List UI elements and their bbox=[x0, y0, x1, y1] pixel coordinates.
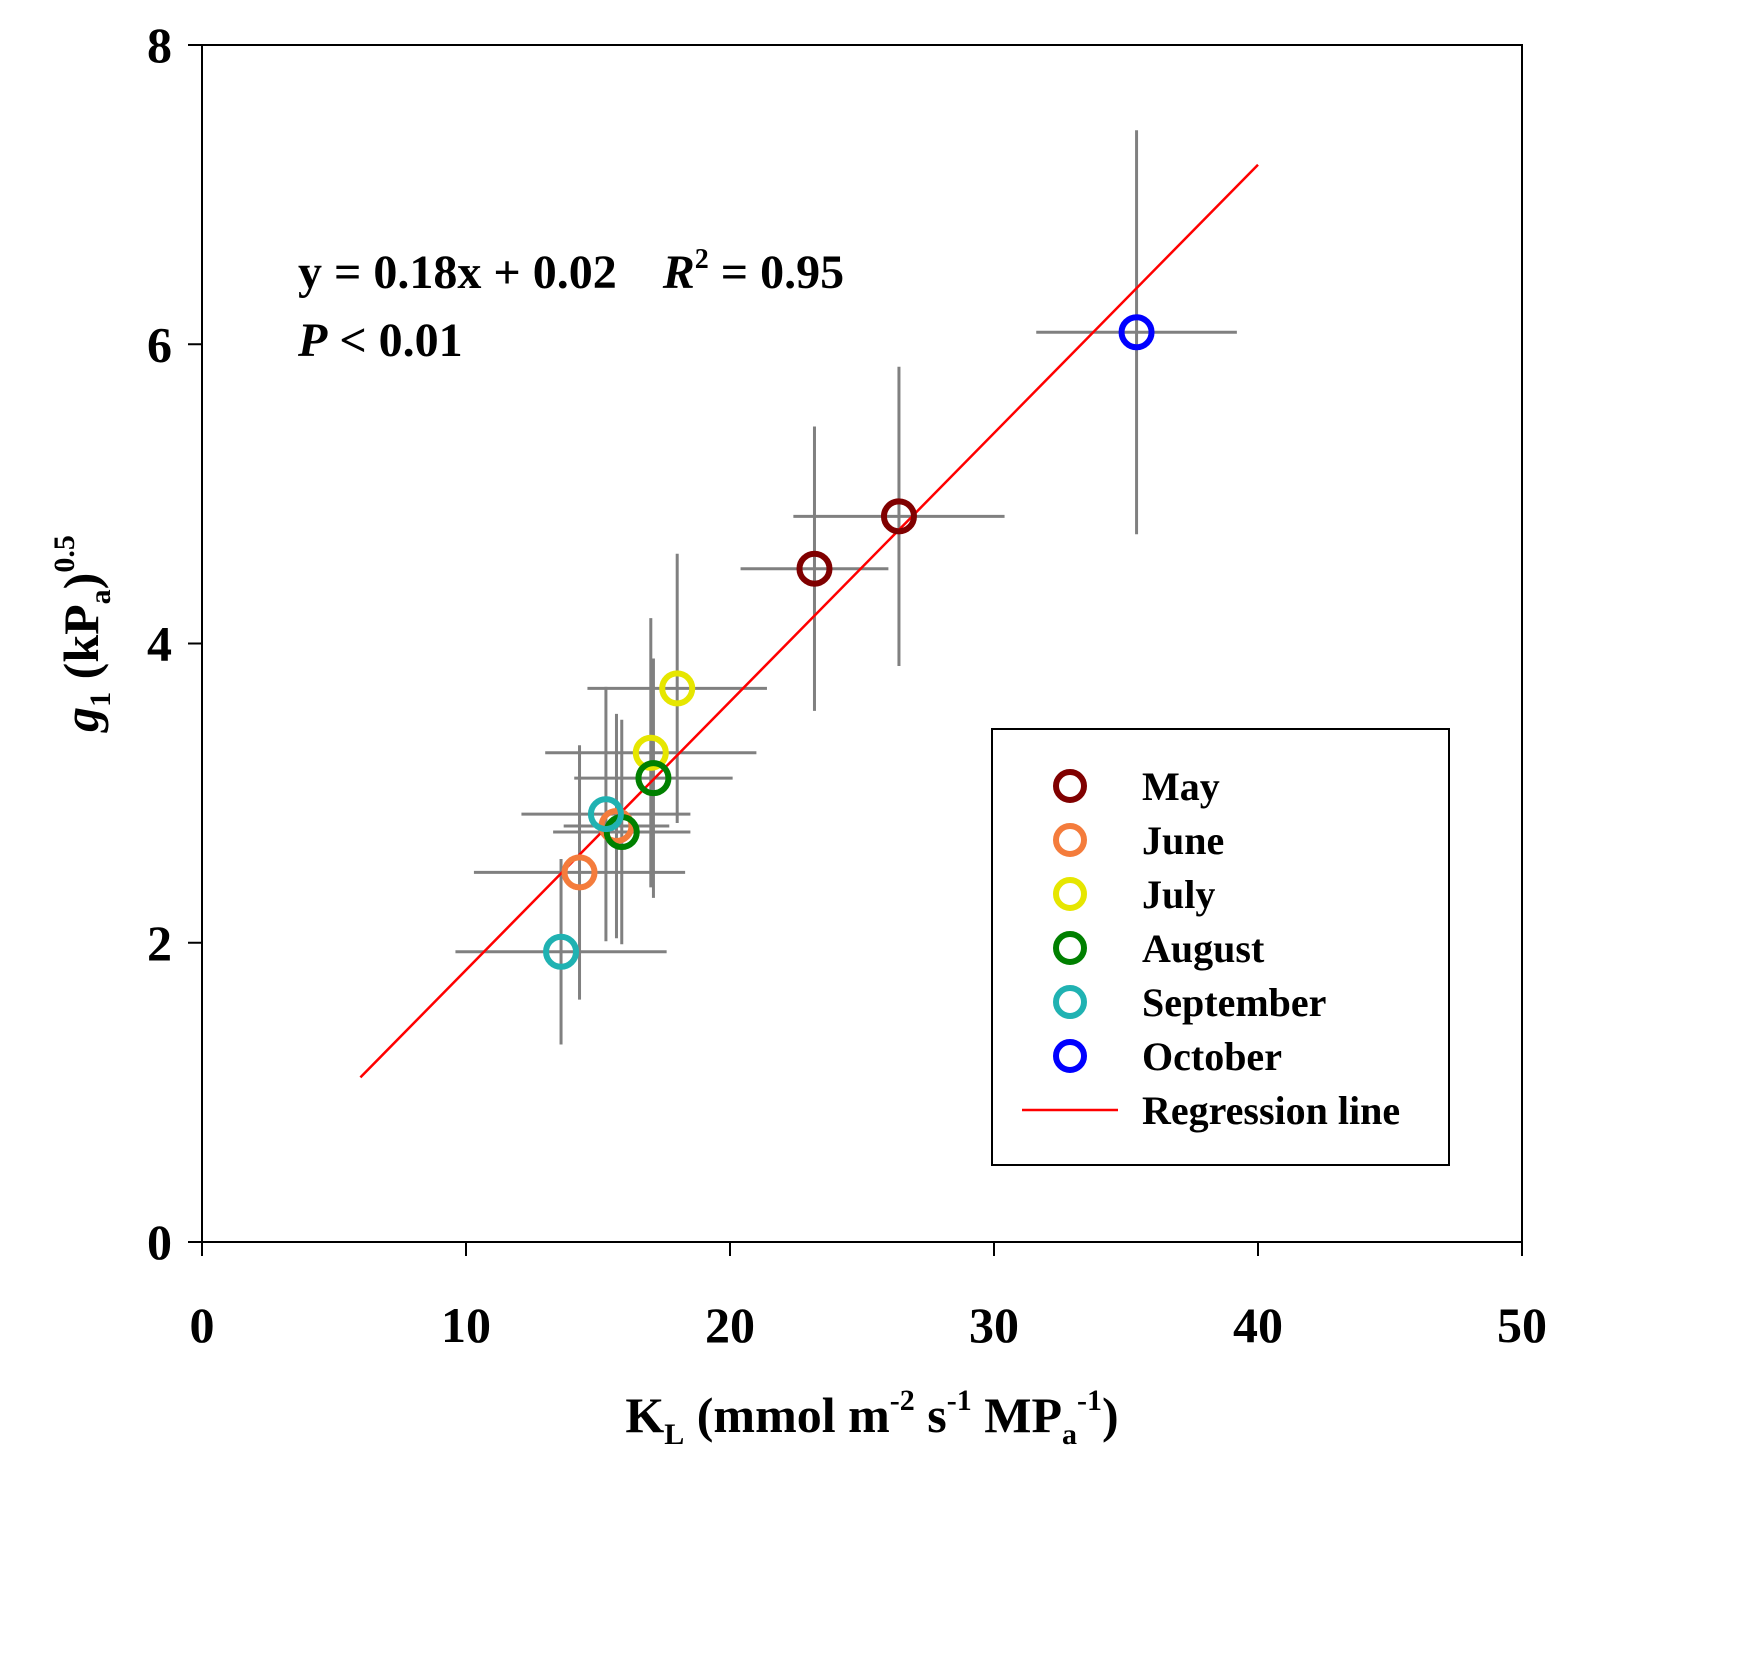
y-tick-label: 4 bbox=[147, 616, 172, 672]
regression-equation: y = 0.18x + 0.02 R2 = 0.95 bbox=[298, 244, 844, 299]
data-point bbox=[632, 734, 669, 771]
x-axis-label: KL (mmol m-2 s-1 MPa-1) bbox=[625, 1384, 1118, 1451]
legend-label: June bbox=[1142, 818, 1224, 863]
legend-marker bbox=[1053, 985, 1087, 1019]
data-point bbox=[561, 854, 598, 891]
y-tick-label: 0 bbox=[147, 1214, 172, 1270]
axes: 0 10 20 30 40 50 0 2 4 6 8 bbox=[147, 17, 1547, 1353]
x-tick-label: 40 bbox=[1233, 1297, 1283, 1353]
legend-label: July bbox=[1142, 872, 1215, 917]
data-point bbox=[880, 498, 917, 535]
legend-marker bbox=[1053, 931, 1087, 965]
y-tick-label: 2 bbox=[147, 915, 172, 971]
y-tick-label: 8 bbox=[147, 17, 172, 73]
legend-label: September bbox=[1142, 980, 1326, 1025]
legend-marker bbox=[1053, 877, 1087, 911]
legend-label: May bbox=[1142, 764, 1220, 809]
data-points bbox=[543, 314, 1155, 970]
legend-marker bbox=[1053, 769, 1087, 803]
x-tick-label: 10 bbox=[441, 1297, 491, 1353]
x-tick-label: 30 bbox=[969, 1297, 1019, 1353]
data-point bbox=[659, 670, 696, 707]
y-axis-label: g1 (kPa)0.5 bbox=[48, 535, 117, 733]
legend-marker bbox=[1053, 1039, 1087, 1073]
x-tick-label: 50 bbox=[1497, 1297, 1547, 1353]
p-value: P < 0.01 bbox=[297, 314, 463, 367]
legend-label: August bbox=[1142, 926, 1265, 971]
y-tick-label: 6 bbox=[147, 316, 172, 372]
data-point bbox=[796, 550, 833, 587]
data-point bbox=[1118, 314, 1155, 351]
x-tick-label: 20 bbox=[705, 1297, 755, 1353]
legend-marker bbox=[1053, 823, 1087, 857]
legend-label: October bbox=[1142, 1034, 1282, 1079]
legend-label: Regression line bbox=[1142, 1088, 1400, 1133]
data-point bbox=[635, 760, 672, 797]
x-tick-label: 0 bbox=[190, 1297, 215, 1353]
data-point bbox=[587, 796, 624, 833]
regression-line bbox=[359, 163, 1259, 1079]
data-point bbox=[543, 933, 580, 970]
legend: May June July August September October Regress… bbox=[991, 728, 1450, 1166]
